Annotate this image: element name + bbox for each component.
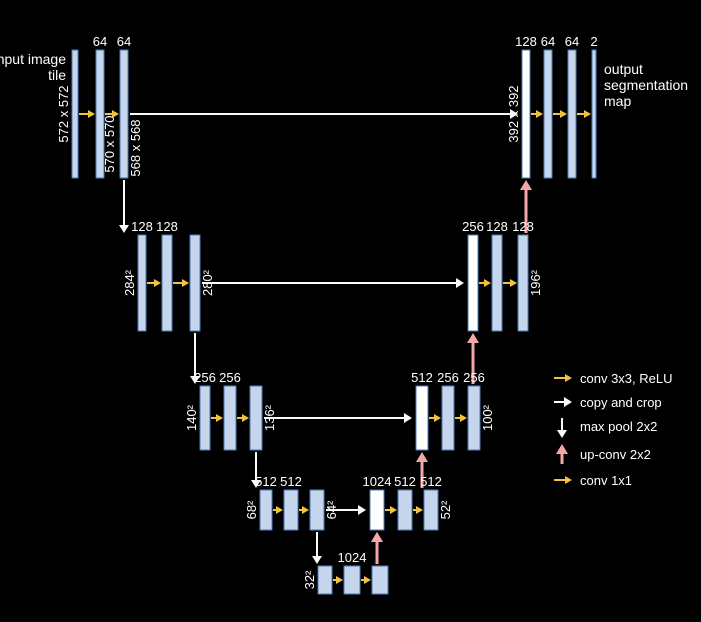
size-label: 100² bbox=[480, 404, 495, 431]
channel-label: 128 bbox=[512, 219, 534, 234]
feature-map bbox=[284, 490, 298, 530]
feature-map bbox=[370, 490, 384, 530]
channel-label: 256 bbox=[437, 370, 459, 385]
output-label: output bbox=[604, 61, 643, 77]
channel-label: 64 bbox=[93, 34, 107, 49]
channel-label: 128 bbox=[486, 219, 508, 234]
output-label: map bbox=[604, 93, 631, 109]
size-label: 568 x 568 bbox=[128, 119, 143, 176]
feature-map bbox=[372, 566, 388, 594]
feature-map bbox=[468, 386, 480, 450]
channel-label: 256 bbox=[462, 219, 484, 234]
channel-label: 512 bbox=[280, 474, 302, 489]
channel-label: 256 bbox=[194, 370, 216, 385]
feature-map bbox=[442, 386, 454, 450]
size-label: 140² bbox=[184, 404, 199, 431]
feature-map bbox=[344, 566, 360, 594]
input-label: input image bbox=[0, 51, 66, 67]
size-label: 64² bbox=[324, 500, 339, 519]
size-label: 280² bbox=[200, 269, 215, 296]
feature-map bbox=[416, 386, 428, 450]
channel-label: 256 bbox=[463, 370, 485, 385]
size-label: 32² bbox=[302, 570, 317, 589]
feature-map bbox=[138, 235, 146, 331]
size-label: 572 x 572 bbox=[56, 85, 71, 142]
legend-label: up-conv 2x2 bbox=[580, 447, 651, 462]
output-label: segmentation bbox=[604, 77, 688, 93]
feature-map bbox=[250, 386, 262, 450]
feature-map bbox=[162, 235, 172, 331]
channel-label: 64 bbox=[117, 34, 131, 49]
channel-label: 128 bbox=[131, 219, 153, 234]
feature-map bbox=[568, 50, 576, 178]
feature-map bbox=[518, 235, 528, 331]
input-label: tile bbox=[48, 67, 66, 83]
feature-map bbox=[398, 490, 412, 530]
size-label: 136² bbox=[262, 404, 277, 431]
legend-label: conv 1x1 bbox=[580, 473, 632, 488]
size-label: 284² bbox=[122, 269, 137, 296]
feature-map bbox=[468, 235, 478, 331]
size-label: 68² bbox=[244, 500, 259, 519]
legend-label: copy and crop bbox=[580, 395, 662, 410]
channel-label: 1024 bbox=[338, 550, 367, 565]
feature-map bbox=[72, 50, 78, 178]
channel-label: 64 bbox=[565, 34, 579, 49]
feature-map bbox=[424, 490, 438, 530]
feature-map bbox=[260, 490, 272, 530]
feature-map bbox=[492, 235, 502, 331]
size-label: 196² bbox=[528, 269, 543, 296]
channel-label: 128 bbox=[515, 34, 537, 49]
channel-label: 512 bbox=[394, 474, 416, 489]
channel-label: 1024 bbox=[363, 474, 392, 489]
channel-label: 512 bbox=[411, 370, 433, 385]
feature-map bbox=[190, 235, 200, 331]
feature-map bbox=[522, 50, 530, 178]
channel-label: 64 bbox=[541, 34, 555, 49]
feature-map bbox=[318, 566, 332, 594]
feature-map bbox=[200, 386, 210, 450]
channel-label: 2 bbox=[590, 34, 597, 49]
feature-map bbox=[310, 490, 324, 530]
feature-map bbox=[544, 50, 552, 178]
channel-label: 128 bbox=[156, 219, 178, 234]
channel-label: 512 bbox=[420, 474, 442, 489]
channel-label: 512 bbox=[255, 474, 277, 489]
feature-map bbox=[592, 50, 596, 178]
channel-label: 256 bbox=[219, 370, 241, 385]
legend-label: max pool 2x2 bbox=[580, 419, 657, 434]
size-label: 52² bbox=[438, 500, 453, 519]
size-label: 570 x 570 bbox=[102, 115, 117, 172]
feature-map bbox=[120, 50, 128, 178]
feature-map bbox=[224, 386, 236, 450]
legend-label: conv 3x3, ReLU bbox=[580, 371, 673, 386]
